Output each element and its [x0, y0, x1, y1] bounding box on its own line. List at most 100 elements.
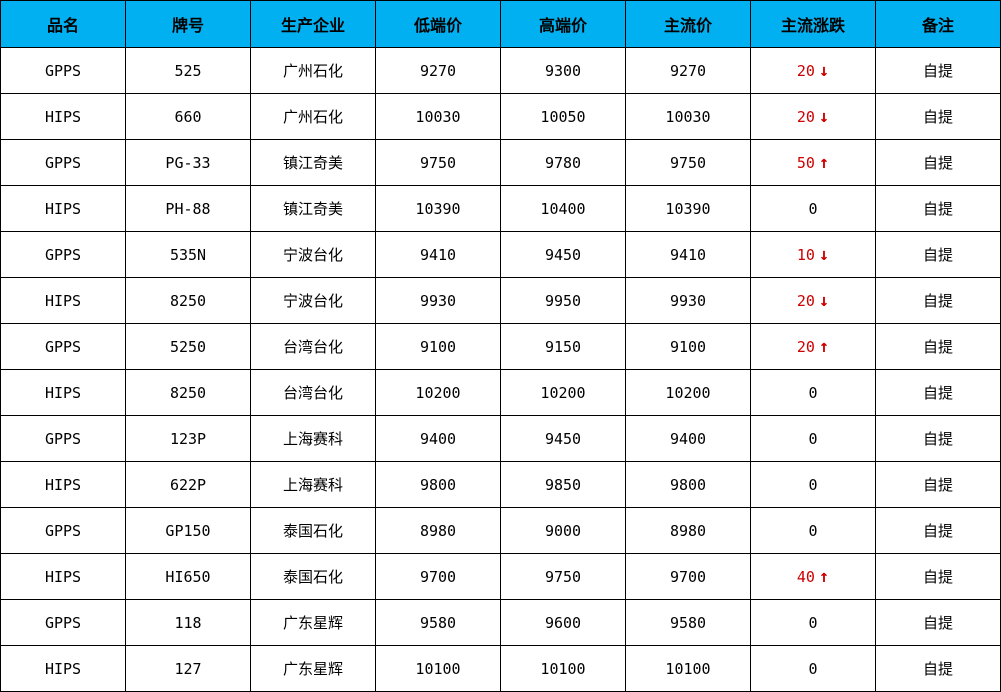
table-row: HIPS HI650 泰国石化 9700 9750 9700 40 ↑ 自提	[0, 553, 1001, 600]
table-row: HIPS 622P 上海赛科 9800 9850 9800 0 自提	[0, 461, 1001, 508]
cell-low-price: 8980	[375, 507, 501, 554]
header-mainstream-price: 主流价	[625, 0, 751, 48]
cell-grade: HI650	[125, 553, 251, 600]
cell-grade: 123P	[125, 415, 251, 462]
arrow-down-icon: ↓	[818, 60, 830, 81]
cell-note: 自提	[875, 47, 1001, 94]
table-header: 品名 牌号 生产企业 低端价 高端价 主流价 主流涨跌 备注	[0, 0, 1001, 48]
cell-product: HIPS	[0, 277, 126, 324]
change-value: 20	[796, 291, 815, 310]
cell-mainstream-price: 10100	[625, 645, 751, 692]
cell-note: 自提	[875, 185, 1001, 232]
arrow-up-icon: ↑	[818, 336, 830, 357]
table-row: GPPS GP150 泰国石化 8980 9000 8980 0 自提	[0, 507, 1001, 554]
table-row: HIPS 8250 宁波台化 9930 9950 9930 20 ↓ 自提	[0, 277, 1001, 324]
cell-mainstream-price: 9410	[625, 231, 751, 278]
change-value: 0	[808, 475, 818, 494]
cell-mainstream-change: 20 ↓	[750, 93, 876, 140]
cell-note: 自提	[875, 507, 1001, 554]
cell-mainstream-change: 0	[750, 461, 876, 508]
cell-note: 自提	[875, 415, 1001, 462]
change-value: 20	[796, 61, 815, 80]
cell-mainstream-price: 9930	[625, 277, 751, 324]
header-product: 品名	[0, 0, 126, 48]
cell-note: 自提	[875, 93, 1001, 140]
cell-grade: 525	[125, 47, 251, 94]
table-row: GPPS PG-33 镇江奇美 9750 9780 9750 50 ↑ 自提	[0, 139, 1001, 186]
cell-producer: 上海赛科	[250, 461, 376, 508]
cell-low-price: 9700	[375, 553, 501, 600]
header-producer: 生产企业	[250, 0, 376, 48]
cell-producer: 广东星辉	[250, 645, 376, 692]
cell-producer: 泰国石化	[250, 553, 376, 600]
cell-low-price: 9400	[375, 415, 501, 462]
cell-product: GPPS	[0, 47, 126, 94]
change-value: 20	[796, 107, 815, 126]
cell-note: 自提	[875, 461, 1001, 508]
cell-note: 自提	[875, 599, 1001, 646]
header-low-price: 低端价	[375, 0, 501, 48]
cell-mainstream-change: 50 ↑	[750, 139, 876, 186]
table-row: HIPS 660 广州石化 10030 10050 10030 20 ↓ 自提	[0, 93, 1001, 140]
cell-note: 自提	[875, 553, 1001, 600]
cell-high-price: 9450	[500, 231, 626, 278]
cell-mainstream-price: 10030	[625, 93, 751, 140]
cell-high-price: 9300	[500, 47, 626, 94]
cell-mainstream-price: 9800	[625, 461, 751, 508]
cell-high-price: 9450	[500, 415, 626, 462]
cell-mainstream-price: 9100	[625, 323, 751, 370]
cell-high-price: 10200	[500, 369, 626, 416]
cell-mainstream-change: 0	[750, 507, 876, 554]
cell-mainstream-price: 9270	[625, 47, 751, 94]
cell-high-price: 10400	[500, 185, 626, 232]
cell-mainstream-change: 20 ↑	[750, 323, 876, 370]
cell-note: 自提	[875, 231, 1001, 278]
cell-producer: 宁波台化	[250, 277, 376, 324]
cell-producer: 宁波台化	[250, 231, 376, 278]
cell-producer: 泰国石化	[250, 507, 376, 554]
cell-producer: 广州石化	[250, 93, 376, 140]
cell-mainstream-change: 0	[750, 645, 876, 692]
cell-product: GPPS	[0, 231, 126, 278]
cell-producer: 广州石化	[250, 47, 376, 94]
cell-mainstream-change: 0	[750, 369, 876, 416]
cell-mainstream-change: 20 ↓	[750, 277, 876, 324]
cell-high-price: 9000	[500, 507, 626, 554]
cell-note: 自提	[875, 369, 1001, 416]
change-value: 50	[796, 153, 815, 172]
cell-grade: 118	[125, 599, 251, 646]
cell-high-price: 9150	[500, 323, 626, 370]
change-value: 0	[808, 521, 818, 540]
cell-low-price: 9270	[375, 47, 501, 94]
table-row: GPPS 118 广东星辉 9580 9600 9580 0 自提	[0, 599, 1001, 646]
header-mainstream-change: 主流涨跌	[750, 0, 876, 48]
cell-grade: 660	[125, 93, 251, 140]
cell-product: GPPS	[0, 415, 126, 462]
cell-mainstream-change: 0	[750, 599, 876, 646]
arrow-down-icon: ↓	[818, 244, 830, 265]
cell-product: HIPS	[0, 553, 126, 600]
cell-grade: 8250	[125, 277, 251, 324]
cell-product: HIPS	[0, 185, 126, 232]
cell-product: HIPS	[0, 645, 126, 692]
cell-producer: 台湾台化	[250, 323, 376, 370]
cell-mainstream-change: 0	[750, 185, 876, 232]
cell-low-price: 9410	[375, 231, 501, 278]
cell-product: GPPS	[0, 507, 126, 554]
arrow-down-icon: ↓	[818, 106, 830, 127]
cell-product: GPPS	[0, 323, 126, 370]
arrow-down-icon: ↓	[818, 290, 830, 311]
cell-mainstream-price: 9580	[625, 599, 751, 646]
cell-product: HIPS	[0, 93, 126, 140]
cell-low-price: 9100	[375, 323, 501, 370]
change-value: 10	[796, 245, 815, 264]
cell-mainstream-change: 0	[750, 415, 876, 462]
cell-mainstream-price: 9700	[625, 553, 751, 600]
cell-high-price: 9950	[500, 277, 626, 324]
cell-high-price: 10050	[500, 93, 626, 140]
cell-note: 自提	[875, 277, 1001, 324]
cell-product: HIPS	[0, 461, 126, 508]
cell-low-price: 9580	[375, 599, 501, 646]
cell-high-price: 10100	[500, 645, 626, 692]
